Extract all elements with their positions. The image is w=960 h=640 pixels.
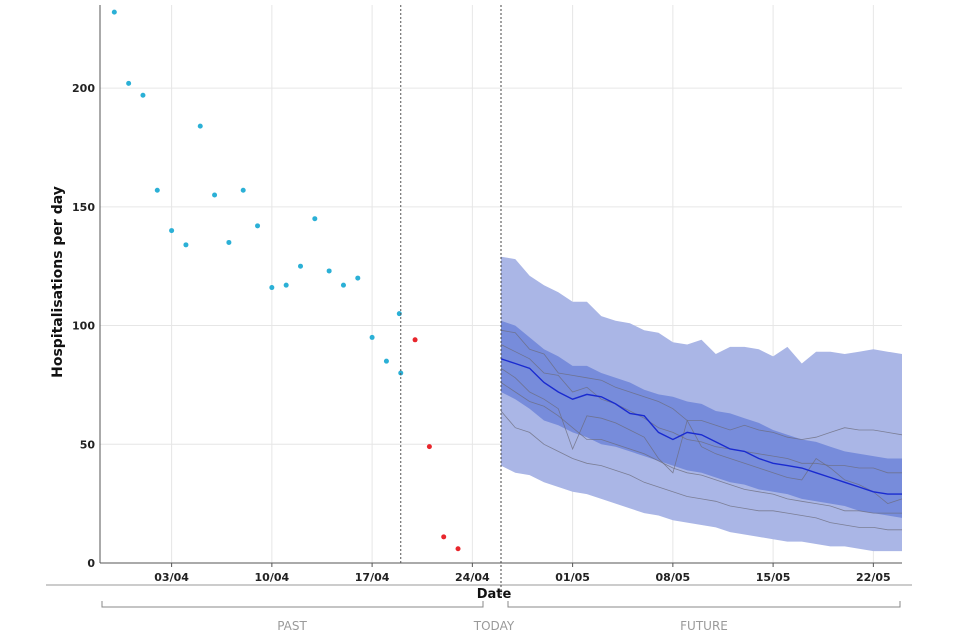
observed-point xyxy=(369,334,375,340)
x-tick-label: 08/05 xyxy=(656,571,691,584)
recent-observed-point xyxy=(426,444,432,450)
past-bracket xyxy=(101,601,484,608)
observed-point xyxy=(197,123,203,129)
recent-observed-point xyxy=(412,337,418,343)
y-axis-label: Hospitalisations per day xyxy=(50,186,66,378)
observed-point xyxy=(283,282,289,288)
today-label: TODAY xyxy=(473,619,515,633)
observed-point xyxy=(269,285,275,291)
observed-point xyxy=(312,216,318,222)
x-tick-label: 17/04 xyxy=(355,571,390,584)
observed-point xyxy=(140,92,146,98)
forecast-trajectory xyxy=(500,329,903,440)
x-tick-label: 15/05 xyxy=(756,571,791,584)
observed-point xyxy=(126,80,132,86)
forecast-trajectory xyxy=(500,410,902,531)
observed-point xyxy=(183,242,189,248)
observed-point xyxy=(212,192,218,198)
x-tick-label: 24/04 xyxy=(455,571,490,584)
forecast-median-line xyxy=(500,358,902,495)
past-label: PAST xyxy=(277,619,307,633)
observed-point xyxy=(326,268,332,274)
recent-observed-point xyxy=(455,546,461,552)
x-tick-label: 22/05 xyxy=(856,571,891,584)
observed-point xyxy=(298,263,303,269)
observed-point xyxy=(383,358,389,364)
x-tick-label: 03/04 xyxy=(154,571,189,584)
y-tick-label: 150 xyxy=(72,201,95,214)
x-axis-label: Date xyxy=(477,587,512,602)
recent-observed-point xyxy=(441,534,447,540)
y-tick-label: 0 xyxy=(87,557,95,570)
observed-point xyxy=(240,187,246,193)
forecast-trajectory xyxy=(500,382,902,514)
forecast-trajectory xyxy=(500,344,902,474)
observed-point xyxy=(169,228,175,234)
observed-point xyxy=(226,239,232,245)
x-tick-label: 10/04 xyxy=(255,571,290,584)
future-label: FUTURE xyxy=(680,619,728,633)
future-bracket xyxy=(507,601,901,608)
forecast-trajectory xyxy=(500,367,903,505)
observed-point xyxy=(255,223,261,229)
y-tick-label: 100 xyxy=(72,320,95,333)
observed-point xyxy=(111,9,117,15)
observed-point xyxy=(154,187,160,193)
observed-point xyxy=(355,275,361,281)
observed-point xyxy=(340,282,346,288)
y-tick-label: 200 xyxy=(72,82,95,95)
x-tick-label: 01/05 xyxy=(555,571,590,584)
y-tick-label: 50 xyxy=(80,438,96,451)
